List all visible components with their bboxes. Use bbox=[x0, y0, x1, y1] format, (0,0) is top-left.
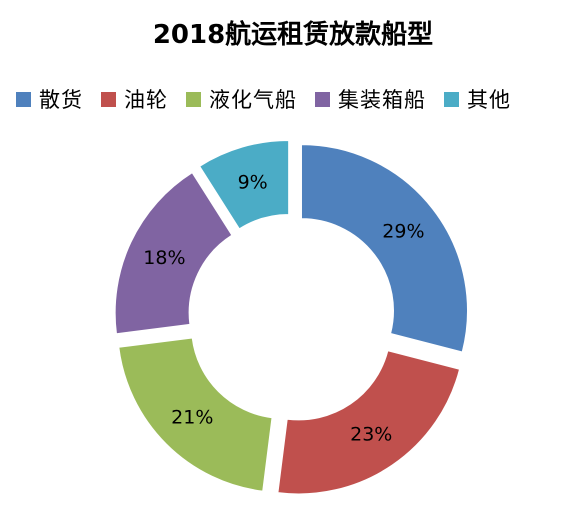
legend-item-gas-carrier: 液化气船 bbox=[186, 84, 297, 114]
slice-bulk bbox=[300, 144, 468, 353]
slice-container-ship bbox=[114, 172, 233, 335]
legend-label: 其他 bbox=[467, 88, 511, 112]
legend-item-bulk: 散货 bbox=[16, 84, 83, 114]
legend-swatch bbox=[101, 91, 116, 107]
slice-gas-carrier bbox=[118, 337, 273, 492]
chart-title: 2018航运租赁放款船型 bbox=[152, 20, 434, 50]
legend-label: 集装箱船 bbox=[338, 88, 426, 112]
legend-item-other: 其他 bbox=[444, 84, 511, 114]
legend-label: 液化气船 bbox=[209, 88, 297, 112]
legend-item-tanker: 油轮 bbox=[101, 84, 168, 114]
slice-value-label: 29% bbox=[382, 221, 424, 243]
slice-value-label: 18% bbox=[143, 247, 185, 269]
slice-value-label: 9% bbox=[238, 172, 268, 194]
legend-item-container-ship: 集装箱船 bbox=[315, 84, 426, 114]
slice-other bbox=[199, 139, 290, 230]
chart-legend: 散货 油轮 液化气船 集装箱船 其他 bbox=[16, 84, 576, 114]
slice-tanker bbox=[277, 350, 461, 495]
legend-swatch bbox=[186, 91, 201, 107]
legend-label: 散货 bbox=[39, 88, 83, 112]
legend-swatch bbox=[315, 91, 330, 107]
legend-label: 油轮 bbox=[124, 88, 168, 112]
legend-swatch bbox=[444, 91, 459, 107]
legend-swatch bbox=[16, 91, 31, 107]
slice-value-label: 21% bbox=[171, 407, 213, 429]
slice-value-label: 23% bbox=[350, 424, 392, 446]
